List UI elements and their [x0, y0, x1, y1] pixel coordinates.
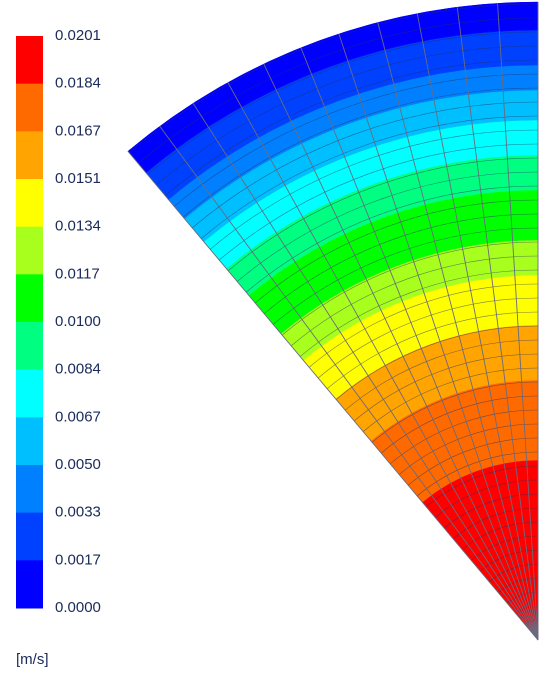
legend-label: 0.0100	[55, 313, 101, 330]
mesh-arc	[461, 521, 539, 550]
mesh-lines	[127, 2, 539, 641]
mesh-arc	[407, 437, 539, 486]
mesh-arc	[254, 199, 539, 304]
legend-swatch	[16, 322, 43, 371]
color-legend: 0.0201 0.0184 0.0167 0.0151 0.0134 0.0117 0.01…	[16, 27, 101, 616]
mesh-arc	[218, 143, 539, 261]
mesh-arc	[344, 339, 539, 411]
legend-swatch	[16, 560, 43, 609]
mesh-arc	[200, 115, 539, 239]
mesh-arc	[335, 325, 539, 400]
mesh-arc	[263, 213, 539, 314]
legend-swatch	[16, 36, 43, 85]
legend-label: 0.0084	[55, 361, 101, 378]
mesh-arc	[425, 465, 539, 507]
mesh-radial	[263, 63, 539, 641]
mesh-arc	[290, 255, 539, 347]
legend-label: 0.0184	[55, 75, 101, 92]
mesh-radial	[300, 47, 539, 641]
mesh-arc	[227, 157, 539, 271]
mesh-radial	[159, 125, 539, 641]
mesh-arc	[299, 269, 539, 357]
mesh-arc	[137, 17, 539, 164]
legend-swatch	[16, 83, 43, 132]
mesh-arc	[362, 367, 539, 432]
mesh-radial	[227, 82, 539, 641]
legend-label: 0.0134	[55, 218, 101, 235]
mesh-arc	[326, 311, 539, 389]
legend-label: 0.0151	[55, 170, 101, 187]
mesh-arc	[146, 31, 539, 175]
mesh-radial	[456, 7, 539, 641]
mesh-arc	[443, 493, 539, 529]
legend-swatch	[16, 179, 43, 228]
mesh-radial	[497, 3, 539, 641]
mesh-radial	[338, 33, 539, 641]
mesh-radial	[127, 150, 539, 641]
mesh-arc	[497, 577, 539, 593]
mesh-arc	[380, 395, 539, 454]
mesh-arc	[452, 507, 539, 540]
mesh-arc	[272, 227, 539, 325]
mesh-arc	[128, 3, 539, 154]
mesh-arc	[308, 283, 539, 368]
unit-label: [m/s]	[16, 651, 49, 668]
mesh-radial	[377, 22, 539, 641]
legend-swatch	[16, 369, 43, 418]
legend-swatch	[16, 131, 43, 180]
legend-label: 0.0033	[55, 504, 101, 521]
legend-label: 0.0050	[55, 456, 101, 473]
mesh-arc	[371, 381, 539, 443]
legend-label: 0.0117	[55, 265, 100, 282]
mesh-arc	[416, 451, 539, 497]
legend-swatch	[16, 512, 43, 561]
mesh-arc	[173, 73, 539, 207]
legend-swatch	[16, 274, 43, 323]
legend-swatch	[16, 417, 43, 466]
mesh-arc	[164, 59, 539, 196]
mesh-arc	[182, 87, 539, 218]
legend-label: 0.0067	[55, 408, 101, 425]
mesh-arc	[317, 297, 539, 379]
mesh-arc	[389, 409, 539, 465]
mesh-arc	[353, 353, 539, 422]
mesh-arc	[209, 129, 539, 250]
mesh-arc	[191, 101, 539, 229]
legend-label: 0.0201	[55, 27, 101, 44]
mesh-arc	[479, 549, 539, 572]
contour-sector	[127, 1, 539, 641]
legend-swatch	[16, 465, 43, 514]
mesh-arc	[236, 171, 539, 282]
mesh-arc	[398, 423, 539, 475]
mesh-arc	[506, 591, 539, 604]
legend-label: 0.0017	[55, 551, 101, 568]
legend-label: 0.0000	[55, 599, 101, 616]
mesh-arc	[515, 605, 539, 615]
mesh-radial	[416, 13, 539, 641]
mesh-arc	[245, 185, 539, 293]
mesh-arc	[155, 45, 539, 186]
mesh-arc	[434, 479, 539, 518]
legend-label: 0.0167	[55, 122, 101, 139]
mesh-arc	[281, 241, 539, 336]
legend-swatch	[16, 226, 43, 275]
mesh-radial	[192, 103, 539, 641]
